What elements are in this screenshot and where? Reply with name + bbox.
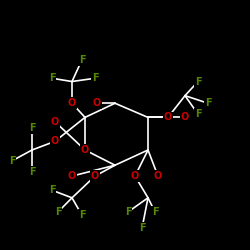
Text: O: O <box>51 136 59 146</box>
Text: F: F <box>79 210 85 220</box>
Text: O: O <box>91 171 99 181</box>
Text: O: O <box>131 171 139 181</box>
Text: F: F <box>49 185 55 195</box>
Text: O: O <box>81 145 89 155</box>
Text: O: O <box>68 98 76 108</box>
Text: F: F <box>79 55 85 65</box>
Text: F: F <box>125 207 131 217</box>
Text: O: O <box>164 112 172 122</box>
Text: O: O <box>181 112 189 122</box>
Text: F: F <box>195 76 201 86</box>
Text: F: F <box>49 73 55 83</box>
Text: F: F <box>29 167 35 177</box>
Text: F: F <box>92 73 98 83</box>
Text: O: O <box>51 117 59 127</box>
Text: F: F <box>195 109 201 119</box>
Text: O: O <box>68 171 76 181</box>
Text: F: F <box>29 123 35 133</box>
Text: O: O <box>93 98 101 108</box>
Text: F: F <box>205 98 211 108</box>
Text: F: F <box>55 207 61 217</box>
Text: O: O <box>154 171 162 181</box>
Text: F: F <box>152 207 158 217</box>
Text: F: F <box>9 156 15 166</box>
Text: F: F <box>139 223 145 233</box>
